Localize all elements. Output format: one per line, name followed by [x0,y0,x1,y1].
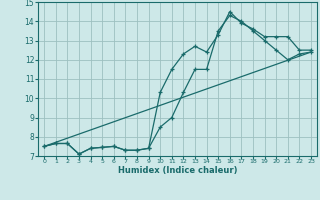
X-axis label: Humidex (Indice chaleur): Humidex (Indice chaleur) [118,166,237,175]
